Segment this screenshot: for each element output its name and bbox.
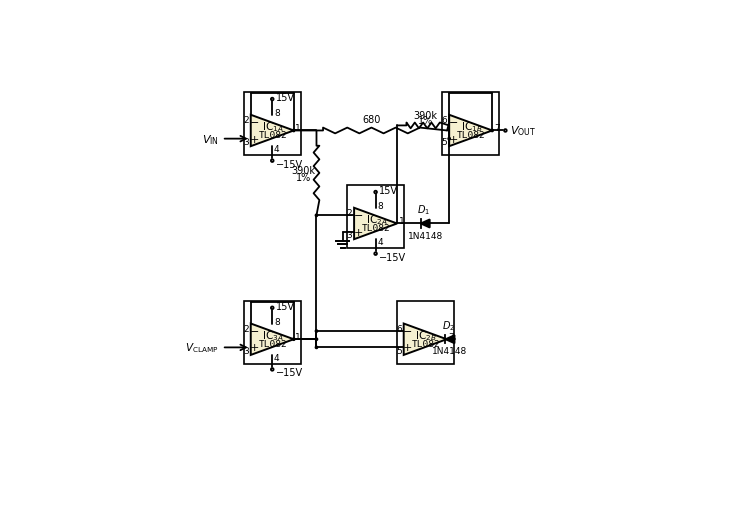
Circle shape xyxy=(271,307,273,309)
Circle shape xyxy=(315,338,318,341)
Text: IC$_{2A}$: IC$_{2A}$ xyxy=(366,213,387,227)
Circle shape xyxy=(448,138,450,140)
Polygon shape xyxy=(404,324,446,355)
Text: 1: 1 xyxy=(398,217,404,225)
Text: 7: 7 xyxy=(449,332,454,341)
Text: 390k: 390k xyxy=(413,111,437,121)
Text: 3: 3 xyxy=(243,346,249,355)
Text: −15V: −15V xyxy=(276,159,303,169)
Text: +: + xyxy=(354,227,363,237)
Text: 4: 4 xyxy=(274,353,279,362)
Text: 2: 2 xyxy=(347,209,353,217)
Circle shape xyxy=(293,338,295,341)
Text: 8: 8 xyxy=(377,202,383,210)
Bar xyxy=(347,186,404,249)
Text: $D_1$: $D_1$ xyxy=(417,203,430,217)
Text: $V_{\rm OUT}$: $V_{\rm OUT}$ xyxy=(510,124,536,138)
Polygon shape xyxy=(251,324,294,355)
Text: −: − xyxy=(449,118,458,128)
Polygon shape xyxy=(449,116,492,147)
Polygon shape xyxy=(251,116,294,147)
Text: 8: 8 xyxy=(274,108,279,118)
Text: −: − xyxy=(354,211,363,221)
Text: −: − xyxy=(250,118,260,128)
Text: IC$_{1A}$: IC$_{1A}$ xyxy=(262,120,284,134)
Text: IC$_{2B}$: IC$_{2B}$ xyxy=(415,328,437,343)
Circle shape xyxy=(448,338,450,341)
Text: 4: 4 xyxy=(377,238,383,247)
Polygon shape xyxy=(446,335,455,344)
Text: 5: 5 xyxy=(442,138,447,147)
Text: −: − xyxy=(250,326,260,336)
Text: 15V: 15V xyxy=(379,186,398,196)
Text: 4: 4 xyxy=(274,145,279,154)
Text: 2: 2 xyxy=(243,324,249,333)
Text: −15V: −15V xyxy=(379,252,406,262)
Circle shape xyxy=(491,130,494,132)
Text: −15V: −15V xyxy=(276,367,303,378)
Circle shape xyxy=(271,99,273,101)
Circle shape xyxy=(315,215,318,217)
Text: TL082: TL082 xyxy=(258,339,288,348)
Bar xyxy=(243,301,301,364)
Text: 15V: 15V xyxy=(276,93,294,103)
Text: +: + xyxy=(449,134,458,145)
Text: 1N4148: 1N4148 xyxy=(407,231,443,240)
Text: TL082: TL082 xyxy=(258,131,288,140)
Circle shape xyxy=(315,330,318,332)
Text: 8: 8 xyxy=(274,317,279,326)
Text: $V_{\rm CLAMP}$: $V_{\rm CLAMP}$ xyxy=(185,341,219,355)
Polygon shape xyxy=(354,208,397,240)
Text: +: + xyxy=(403,343,413,353)
Text: 680: 680 xyxy=(363,115,380,125)
Text: 5: 5 xyxy=(396,346,402,355)
Text: 7: 7 xyxy=(494,124,500,133)
Text: 1%: 1% xyxy=(296,173,311,183)
Bar xyxy=(442,93,499,156)
Text: 3: 3 xyxy=(243,138,249,147)
Text: TL082: TL082 xyxy=(362,223,391,233)
Text: 6: 6 xyxy=(442,116,447,125)
Text: TL082: TL082 xyxy=(457,131,486,140)
Text: 1: 1 xyxy=(295,124,301,133)
Text: 6: 6 xyxy=(396,324,402,333)
Text: 15V: 15V xyxy=(276,301,294,312)
Text: 2: 2 xyxy=(243,116,249,125)
Circle shape xyxy=(271,160,273,163)
Text: $D_2$: $D_2$ xyxy=(442,318,455,332)
Text: −: − xyxy=(403,326,413,336)
Circle shape xyxy=(315,347,318,349)
Text: +: + xyxy=(250,343,260,353)
Circle shape xyxy=(271,369,273,371)
Text: $V_{\rm IN}$: $V_{\rm IN}$ xyxy=(202,132,219,146)
Circle shape xyxy=(293,130,295,132)
Text: 3: 3 xyxy=(347,231,353,240)
Text: TL082: TL082 xyxy=(412,339,440,348)
Circle shape xyxy=(374,191,377,194)
Text: IC$_{1B}$: IC$_{1B}$ xyxy=(461,120,482,134)
Text: IC$_{3A}$: IC$_{3A}$ xyxy=(262,328,284,343)
Bar xyxy=(243,93,301,156)
Polygon shape xyxy=(421,220,430,228)
Text: 390k: 390k xyxy=(291,165,315,175)
Bar xyxy=(397,301,454,364)
Text: 1N4148: 1N4148 xyxy=(432,347,467,356)
Text: 1: 1 xyxy=(295,332,301,341)
Circle shape xyxy=(374,253,377,256)
Circle shape xyxy=(504,130,507,132)
Text: 1%: 1% xyxy=(418,116,433,126)
Text: +: + xyxy=(250,134,260,145)
